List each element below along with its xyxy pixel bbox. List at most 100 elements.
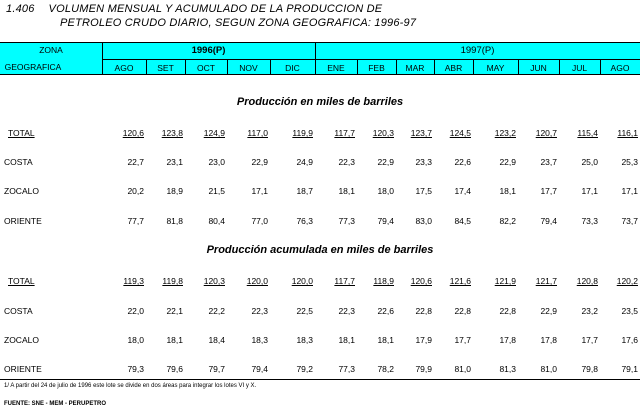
table-cell: 124,5: [449, 128, 471, 138]
header-mid-border: [102, 59, 640, 60]
table-cell: 23,3: [415, 157, 432, 167]
table-cell: 123,8: [161, 128, 183, 138]
table-cell: 80,4: [208, 216, 225, 226]
table-cell: 119,8: [162, 276, 183, 286]
table-cell: 120,8: [576, 276, 598, 286]
table-cell: 18,1: [499, 186, 516, 196]
table-cell: 79,4: [251, 364, 268, 374]
table-cell: 17,1: [581, 186, 598, 196]
table-cell: 120,6: [410, 276, 432, 286]
table-cell: 18,1: [377, 335, 394, 345]
table-number: 1.406: [6, 3, 35, 15]
table-cell: 120,3: [372, 128, 394, 138]
month-divider: [357, 59, 358, 75]
table-cell: 77,7: [127, 216, 144, 226]
table-cell: 17,8: [499, 335, 516, 345]
table-cell: 22,6: [454, 157, 471, 167]
table-header: ZONA GEOGRAFICA 1996(P) 1997(P) AGO SET OC…: [0, 42, 640, 75]
table-cell: 121,9: [494, 276, 516, 286]
table-cell: 79,9: [415, 364, 432, 374]
table-cell: 17,4: [454, 186, 471, 196]
header-top-border: [0, 42, 640, 43]
month-divider: [434, 59, 435, 75]
section-title: Producción acumulada en miles de barrile…: [206, 244, 434, 256]
month-header: JUN: [530, 63, 547, 73]
table-cell: 22,8: [415, 306, 432, 316]
table-cell: 22,9: [499, 157, 516, 167]
month-header: ENE: [327, 63, 345, 73]
table-cell: 18,1: [338, 186, 355, 196]
table-cell: 18,3: [296, 335, 313, 345]
title-line-2: PETROLEO CRUDO DIARIO, SEGUN ZONA GEOGRA…: [60, 17, 417, 29]
month-header: OCT: [197, 63, 215, 73]
table-cell: 25,3: [621, 157, 638, 167]
row-label: ZOCALO: [4, 335, 39, 345]
table-cell: 79,1: [621, 364, 638, 374]
table-cell: 18,0: [127, 335, 144, 345]
source: FUENTE: SNE - MEM - PERUPETRO: [4, 401, 107, 407]
month-divider: [473, 59, 474, 75]
table-cell: 17,1: [251, 186, 268, 196]
table-cell: 18,7: [296, 186, 313, 196]
month-divider: [227, 59, 228, 75]
table-cell: 22,8: [454, 306, 471, 316]
row-label: ORIENTE: [4, 216, 42, 226]
table-cell: 81,0: [540, 364, 557, 374]
month-divider: [396, 59, 397, 75]
table-cell: 22,1: [166, 306, 183, 316]
table-cell: 24,9: [296, 157, 313, 167]
table-cell: 22,6: [377, 306, 394, 316]
table-cell: 79,6: [166, 364, 183, 374]
table-cell: 81,8: [166, 216, 183, 226]
month-divider: [315, 59, 316, 75]
table-cell: 23,0: [208, 157, 225, 167]
row-label: COSTA: [4, 157, 33, 167]
table-cell: 119,3: [123, 276, 144, 286]
table-cell: 119,9: [292, 128, 313, 138]
footnote: 1/ A partir del 24 de julio de 1996 este…: [4, 383, 257, 389]
table-cell: 17,7: [454, 335, 471, 345]
month-header: AGO: [114, 63, 134, 73]
header-year-1996: 1996(P): [191, 45, 226, 56]
header-geografica: GEOGRAFICA: [4, 62, 62, 72]
month-header: FEB: [368, 63, 385, 73]
table-cell: 123,7: [410, 128, 432, 138]
header-divider-year: [315, 42, 316, 75]
table-cell: 81,3: [499, 364, 516, 374]
table-cell: 17,5: [415, 186, 432, 196]
month-divider: [270, 59, 271, 75]
month-header: MAY: [486, 63, 505, 73]
table-cell: 118,9: [373, 276, 394, 286]
table-cell: 78,2: [377, 364, 394, 374]
table-cell: 116,1: [617, 128, 638, 138]
row-label: TOTAL: [8, 128, 35, 138]
row-label: COSTA: [4, 306, 33, 316]
table-cell: 120,2: [616, 276, 638, 286]
table-cell: 18,3: [251, 335, 268, 345]
table-cell: 22,0: [127, 306, 144, 316]
table-cell: 73,7: [621, 216, 638, 226]
table-cell: 79,8: [581, 364, 598, 374]
table-cell: 77,0: [251, 216, 268, 226]
month-divider: [146, 59, 147, 75]
month-header: JUL: [571, 63, 588, 73]
table-cell: 22,9: [540, 306, 557, 316]
table-cell: 23,1: [166, 157, 183, 167]
table-cell: 77,3: [338, 216, 355, 226]
table-cell: 115,4: [577, 128, 598, 138]
table-cell: 120,7: [535, 128, 557, 138]
table-cell: 81,0: [454, 364, 471, 374]
table-cell: 120,6: [122, 128, 144, 138]
table-cell: 17,9: [415, 335, 432, 345]
table-cell: 123,2: [494, 128, 516, 138]
section-title: Producción en miles de barriles: [236, 96, 404, 108]
table-cell: 25,0: [581, 157, 598, 167]
month-header: AGO: [610, 63, 630, 73]
row-label: ZOCALO: [4, 186, 39, 196]
table-cell: 124,9: [203, 128, 225, 138]
table-cell: 79,3: [127, 364, 144, 374]
table-cell: 79,7: [208, 364, 225, 374]
table-cell: 82,2: [499, 216, 516, 226]
table-cell: 79,4: [377, 216, 394, 226]
table-cell: 117,7: [334, 128, 355, 138]
